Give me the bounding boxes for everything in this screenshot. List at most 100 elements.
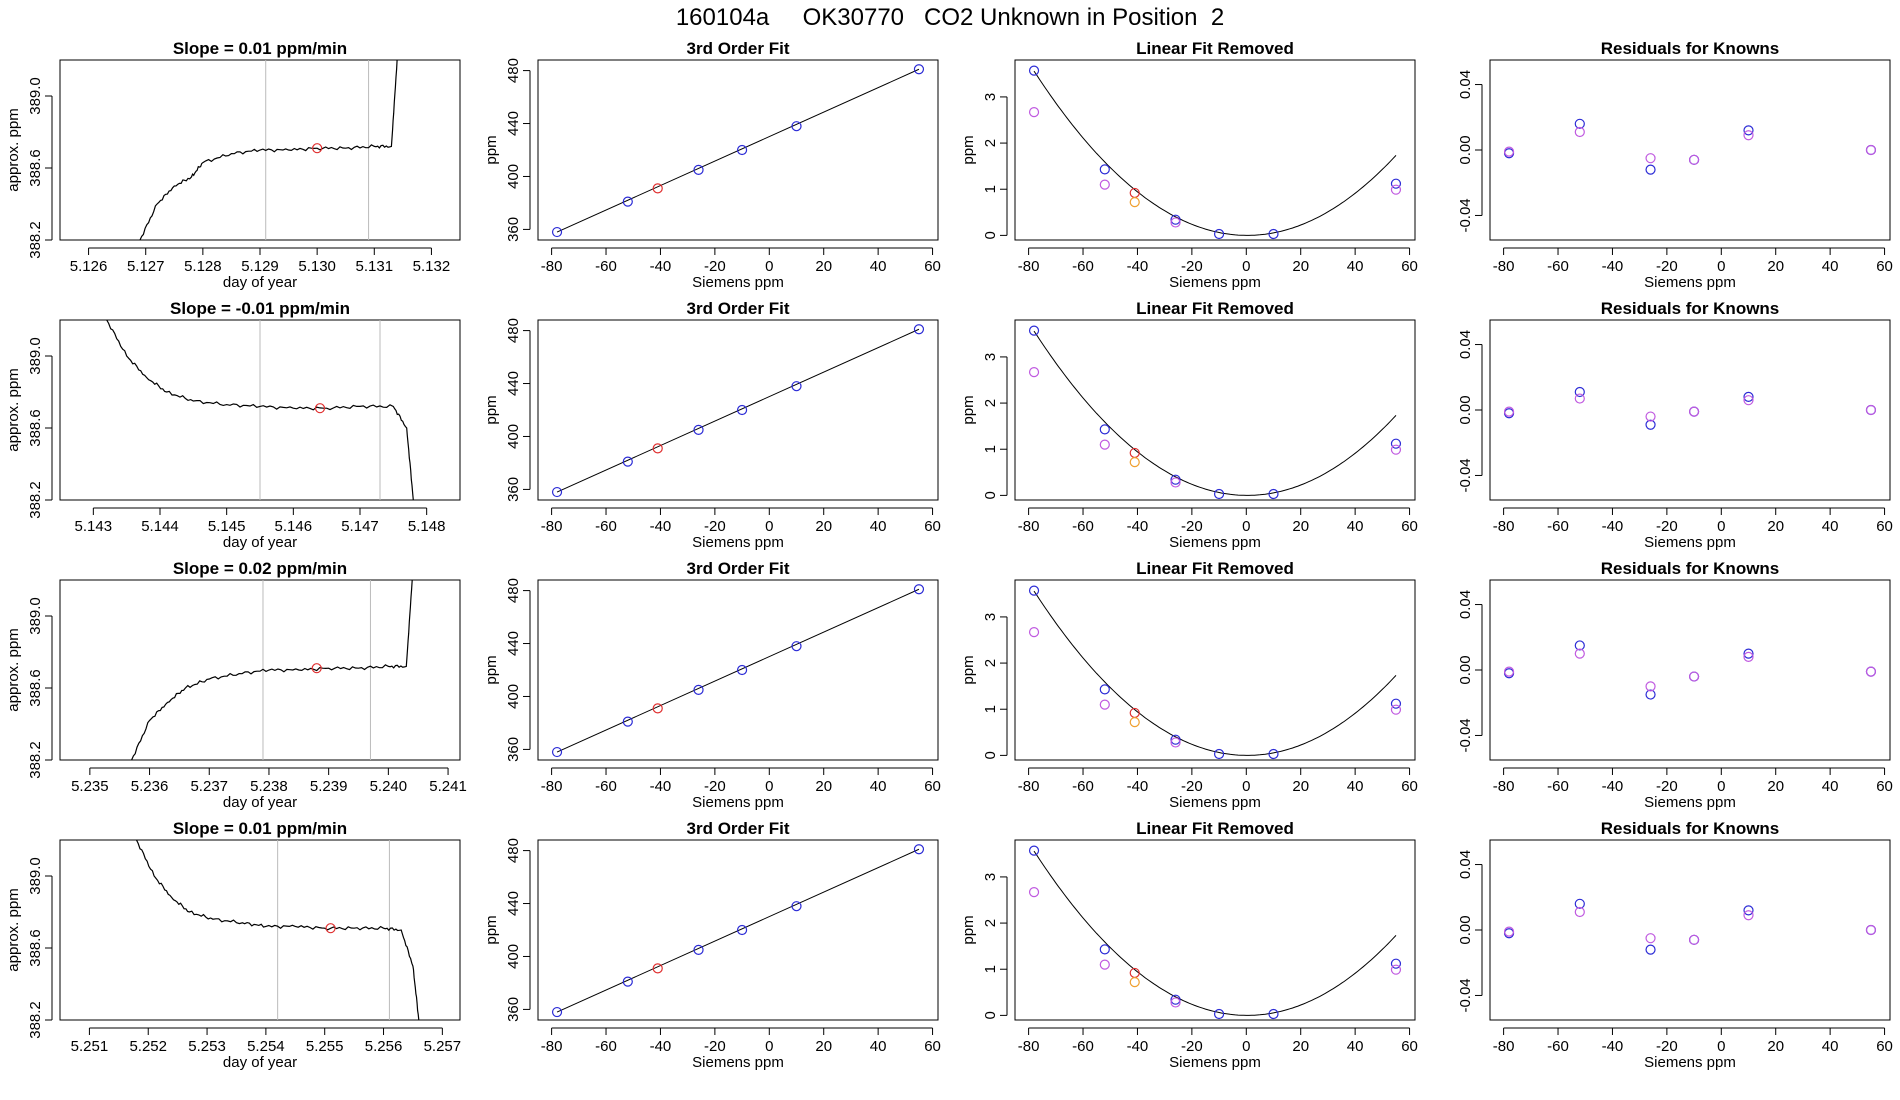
data-point	[551, 486, 563, 498]
data-layer	[135, 840, 420, 1020]
x-tick-label: 5.148	[408, 518, 446, 535]
data-point	[1268, 488, 1279, 500]
x-tick-label: -60	[1547, 1038, 1569, 1055]
fit-curve	[1033, 850, 1397, 1016]
data-point	[913, 64, 925, 75]
x-tick-label: 60	[1876, 518, 1893, 535]
x-tick-label: 60	[1401, 778, 1418, 795]
y-axis-label: ppm	[960, 915, 977, 944]
x-tick-label: 20	[815, 1038, 832, 1055]
y-tick-label: 0.04	[1457, 850, 1474, 879]
unknown-marker	[312, 143, 323, 154]
x-axis-label: Siemens ppm	[692, 274, 784, 291]
data-point	[1028, 887, 1040, 898]
x-tick-label: 60	[924, 258, 941, 275]
data-layer	[551, 844, 925, 1018]
x-tick-label: -60	[595, 518, 617, 535]
data-point	[1574, 898, 1585, 909]
y-axis-label: ppm	[483, 135, 500, 164]
x-tick-label: -40	[1127, 258, 1149, 275]
data-point	[1390, 698, 1402, 709]
data-point	[1099, 944, 1110, 955]
data-point	[791, 121, 802, 132]
y-tick-label: 389.0	[27, 337, 44, 375]
panel-title: 3rd Order Fit	[687, 39, 790, 58]
data-layer	[106, 320, 414, 500]
x-tick-label: -80	[541, 258, 563, 275]
data-point	[1099, 959, 1110, 970]
y-tick-label: 360	[505, 997, 522, 1022]
x-tick-label: 5.126	[70, 258, 108, 275]
series-line	[135, 840, 420, 1020]
y-tick-label: 389.0	[27, 857, 44, 895]
y-tick-label: 3	[982, 353, 999, 361]
x-axis-label: day of year	[223, 794, 297, 811]
y-tick-label: 0.00	[1457, 655, 1474, 684]
x-tick-label: 60	[1401, 258, 1418, 275]
data-point	[1645, 944, 1656, 955]
y-tick-label: 360	[505, 217, 522, 242]
panel-title: Slope = -0.01 ppm/min	[170, 299, 350, 318]
x-tick-label: 5.143	[75, 518, 113, 535]
data-point	[1028, 107, 1040, 118]
data-point	[1028, 585, 1040, 596]
x-tick-label: 20	[1292, 1038, 1309, 1055]
x-tick-label: 0	[765, 1038, 773, 1055]
data-layer	[551, 64, 925, 238]
data-point	[693, 684, 704, 695]
y-axis-label: ppm	[483, 655, 500, 684]
data-point	[1099, 179, 1110, 190]
fit-curve	[1033, 330, 1397, 496]
x-tick-label: -60	[1072, 258, 1094, 275]
data-layer	[1503, 640, 1877, 700]
panel-1-4: Residuals for Knowns Siemens ppm -80 -60 -40…	[1457, 39, 1893, 291]
data-point	[1865, 924, 1877, 936]
data-point	[1170, 214, 1181, 225]
data-point	[1743, 395, 1754, 406]
x-tick-label: 60	[1401, 518, 1418, 535]
x-tick-label: 40	[870, 1038, 887, 1055]
data-point	[693, 424, 704, 435]
x-tick-label: -40	[650, 778, 672, 795]
x-tick-label: 5.127	[127, 258, 165, 275]
panel-title: 3rd Order Fit	[687, 299, 790, 318]
panel-title: Slope = 0.02 ppm/min	[173, 559, 347, 578]
y-tick-label: 3	[982, 613, 999, 621]
data-point	[1129, 197, 1140, 208]
data-point	[1390, 964, 1402, 975]
x-tick-label: 5.131	[356, 258, 394, 275]
x-tick-label: 5.241	[429, 778, 467, 795]
data-point	[693, 944, 704, 955]
y-tick-label: 400	[505, 944, 522, 969]
y-tick-label: 2	[982, 919, 999, 927]
data-point	[1099, 699, 1110, 710]
data-point	[1743, 125, 1754, 136]
y-tick-label: 388.6	[27, 929, 44, 967]
x-tick-label: 40	[1822, 258, 1839, 275]
y-tick-label: 480	[505, 578, 522, 603]
data-layer	[1503, 118, 1877, 175]
y-tick-label: 400	[505, 684, 522, 709]
data-layer	[551, 584, 925, 758]
x-axis-label: Siemens ppm	[1644, 274, 1736, 291]
data-point	[1865, 144, 1877, 156]
data-layer	[1028, 325, 1402, 500]
x-tick-label: 5.238	[250, 778, 288, 795]
data-point	[1170, 474, 1181, 485]
data-point	[1743, 905, 1754, 916]
data-point	[1170, 217, 1181, 228]
data-point	[1099, 684, 1110, 695]
x-tick-label: 5.129	[241, 258, 279, 275]
x-axis-label: Siemens ppm	[692, 794, 784, 811]
x-tick-label: -20	[704, 518, 726, 535]
x-tick-label: -60	[595, 1038, 617, 1055]
data-point	[1129, 977, 1140, 988]
plot-frame	[537, 319, 939, 501]
data-point	[551, 226, 563, 238]
y-tick-label: 388.2	[27, 221, 44, 259]
panel-title: Linear Fit Removed	[1136, 299, 1294, 318]
x-tick-label: 5.128	[184, 258, 222, 275]
x-axis-label: day of year	[223, 534, 297, 551]
data-point	[1390, 438, 1402, 449]
y-tick-label: 440	[505, 891, 522, 916]
